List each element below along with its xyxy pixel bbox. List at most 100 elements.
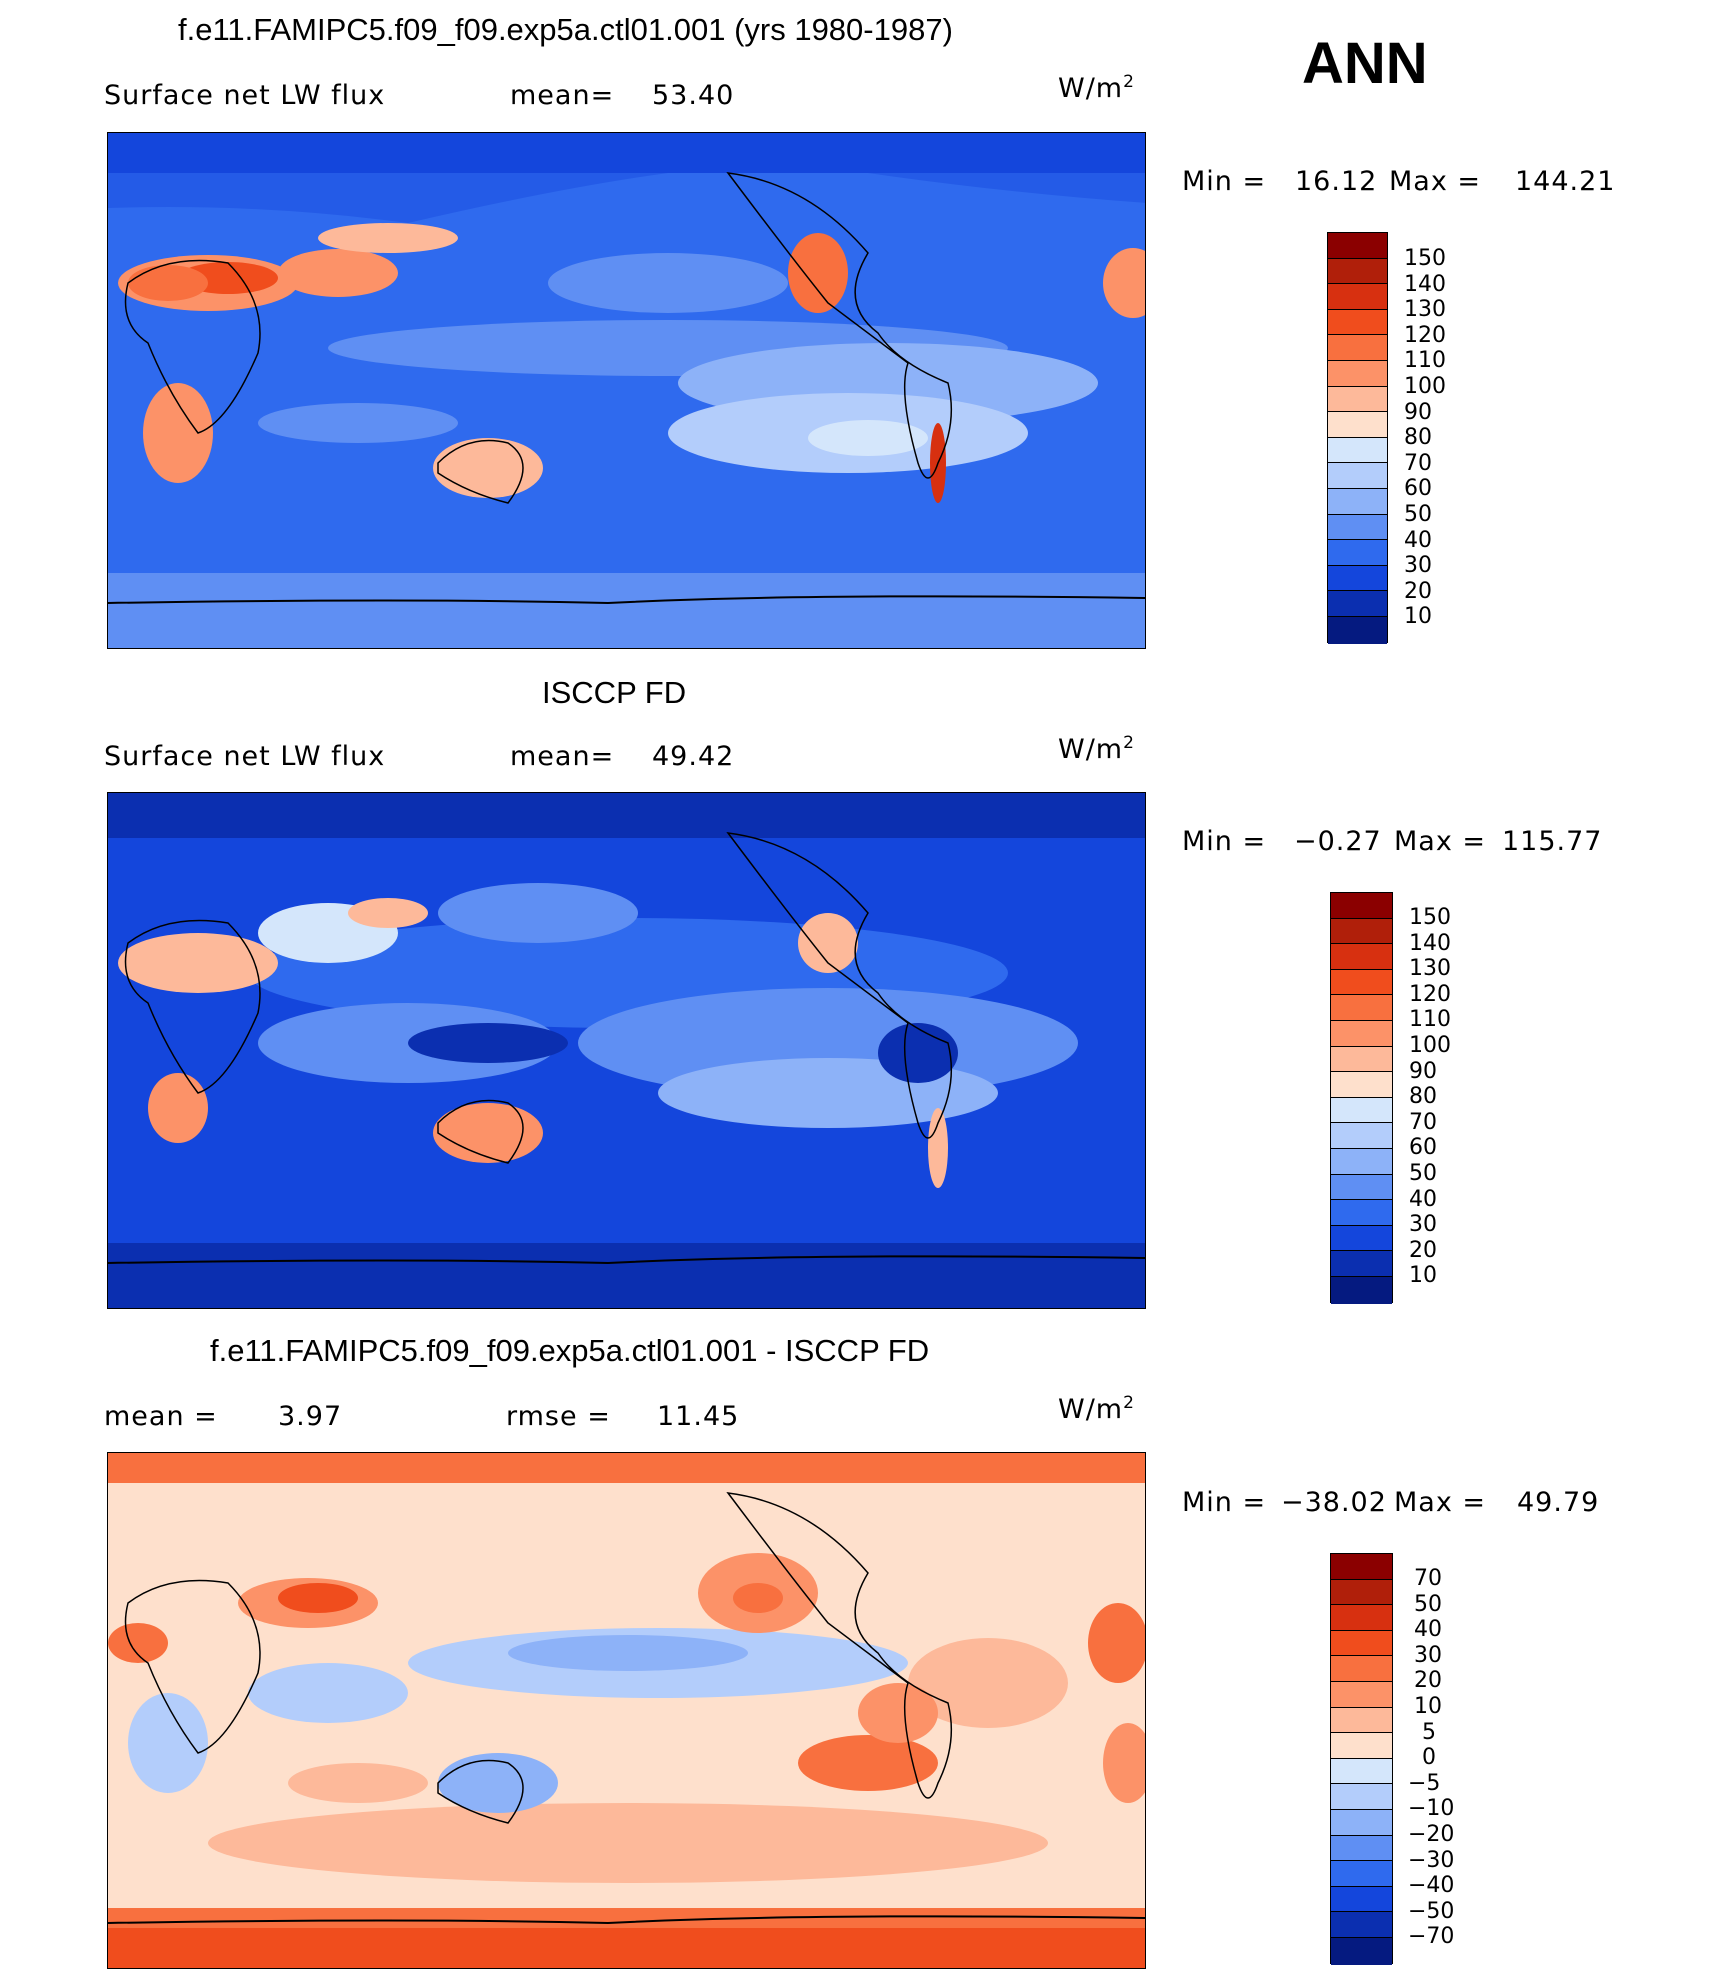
panel1-colorbar-label: 120 [1404, 323, 1446, 348]
panel2-colorbar-swatch [1331, 1047, 1392, 1072]
panel3-colorbar-swatch [1331, 1784, 1392, 1810]
panel3-colorbar-swatch [1331, 1887, 1392, 1912]
panel2-colorbar-label: 30 [1409, 1212, 1437, 1237]
panel3-colorbar-label: −70 [1408, 1924, 1455, 1949]
panel1-colorbar-swatch [1328, 361, 1387, 387]
panel2-colorbar-label: 100 [1409, 1033, 1451, 1058]
panel2-colorbar-label: 150 [1409, 905, 1451, 930]
panel1-colorbar-label: 150 [1404, 246, 1446, 271]
panel1-colorbar-swatch [1328, 540, 1387, 566]
panel1-colorbar-swatch [1328, 438, 1387, 463]
panel1-max-value: 144.21 [1515, 166, 1616, 197]
panel1-colorbar-swatch [1328, 591, 1387, 617]
panel2-colorbar-label: 120 [1409, 982, 1451, 1007]
panel2-variable: Surface net LW flux [104, 741, 386, 772]
panel1-colorbar-swatch [1328, 515, 1387, 540]
panel2-mean-value: 49.42 [652, 741, 735, 772]
panel2-colorbar-label: 40 [1409, 1187, 1437, 1212]
panel2-mean-label: mean= [510, 741, 615, 772]
panel3-colorbar-swatch [1331, 1759, 1392, 1784]
panel1-units: W/m2 [1058, 72, 1135, 104]
panel3-mean-label: mean = [104, 1401, 218, 1432]
panel1-colorbar-swatch [1328, 335, 1387, 361]
panel2-colorbar-swatch [1331, 944, 1392, 970]
panel3-mean-value: 3.97 [278, 1401, 343, 1432]
panel2-colorbar-swatch [1331, 1072, 1392, 1098]
panel1-colorbar-swatch [1328, 233, 1387, 259]
panel3-colorbar-swatch [1331, 1912, 1392, 1938]
panel3-colorbar-swatch [1331, 1810, 1392, 1836]
panel3-colorbar-swatch [1331, 1631, 1392, 1656]
panel1-colorbar-label: 60 [1404, 476, 1432, 501]
panel2-colorbar-label: 50 [1409, 1161, 1437, 1186]
panel3-colorbar-label: −5 [1408, 1771, 1441, 1796]
panel2-colorbar-swatch [1331, 1277, 1392, 1304]
panel1-colorbar-label: 30 [1404, 553, 1432, 578]
panel1-colorbar-swatch [1328, 387, 1387, 412]
panel2-min-label: Min = [1182, 826, 1267, 857]
panel1-colorbar-swatch [1328, 566, 1387, 591]
panel2-colorbar-label: 140 [1409, 931, 1451, 956]
panel3-colorbar-swatch [1331, 1861, 1392, 1887]
panel2-colorbar-label: 60 [1409, 1135, 1437, 1160]
panel1-colorbar [1327, 232, 1388, 644]
panel2-colorbar-label: 20 [1409, 1238, 1437, 1263]
panel3-colorbar-label: −50 [1408, 1899, 1455, 1924]
panel3-colorbar-label: 0 [1422, 1745, 1436, 1770]
panel1-mean-label: mean= [510, 80, 615, 111]
panel2-colorbar-swatch [1331, 1123, 1392, 1149]
panel3-min-value: −38.02 [1281, 1487, 1387, 1518]
panel1-colorbar-label: 110 [1404, 348, 1446, 373]
panel2-colorbar-label: 130 [1409, 956, 1451, 981]
panel2-colorbar-swatch [1331, 1021, 1392, 1047]
panel3-colorbar-label: 50 [1414, 1592, 1442, 1617]
panel3-colorbar-swatch [1331, 1682, 1392, 1708]
panel3-colorbar-label: −10 [1408, 1796, 1455, 1821]
panel3-rmse-label: rmse = [506, 1401, 611, 1432]
season-label: ANN [1302, 31, 1428, 96]
panel2-max-label: Max = [1394, 826, 1487, 857]
panel1-colorbar-swatch [1328, 617, 1387, 644]
panel1-colorbar-label: 70 [1404, 451, 1432, 476]
panel2-colorbar-label: 10 [1409, 1263, 1437, 1288]
panel3-max-label: Max = [1394, 1487, 1487, 1518]
panel2-colorbar-swatch [1331, 1251, 1392, 1277]
panel3-colorbar-swatch [1331, 1605, 1392, 1631]
panel2-colorbar-label: 80 [1409, 1084, 1437, 1109]
panel1-mean-value: 53.40 [652, 80, 735, 111]
panel2-map [107, 792, 1146, 1309]
panel1-colorbar-swatch [1328, 489, 1387, 515]
panel1-colorbar-swatch [1328, 284, 1387, 310]
panel2-units: W/m2 [1058, 733, 1135, 765]
panel2-colorbar-swatch [1331, 970, 1392, 995]
panel3-units: W/m2 [1058, 1393, 1135, 1425]
panel3-colorbar-swatch [1331, 1733, 1392, 1759]
panel1-colorbar-label: 90 [1404, 400, 1432, 425]
panel2-colorbar-swatch [1331, 919, 1392, 944]
panel2-max-value: 115.77 [1502, 826, 1603, 857]
panel3-title: f.e11.FAMIPC5.f09_f09.exp5a.ctl01.001 - … [210, 1333, 930, 1368]
panel1-colorbar-swatch [1328, 412, 1387, 438]
panel3-colorbar-label: 30 [1414, 1643, 1442, 1668]
panel1-variable: Surface net LW flux [104, 80, 386, 111]
panel1-title: f.e11.FAMIPC5.f09_f09.exp5a.ctl01.001 (y… [178, 12, 953, 47]
panel2-colorbar-swatch [1331, 1226, 1392, 1251]
panel1-max-label: Max = [1389, 166, 1482, 197]
panel1-colorbar-label: 20 [1404, 579, 1432, 604]
panel2-colorbar-label: 70 [1409, 1110, 1437, 1135]
panel1-colorbar-swatch [1328, 463, 1387, 489]
panel3-colorbar-swatch [1331, 1708, 1392, 1733]
panel3-colorbar [1330, 1553, 1393, 1965]
panel3-colorbar-label: −20 [1408, 1822, 1455, 1847]
panel1-colorbar-label: 140 [1404, 272, 1446, 297]
panel3-colorbar-swatch [1331, 1938, 1392, 1965]
panel1-min-label: Min = [1182, 166, 1267, 197]
panel1-colorbar-swatch [1328, 310, 1387, 335]
panel3-colorbar-label: 10 [1414, 1694, 1442, 1719]
panel1-colorbar-swatch [1328, 259, 1387, 284]
panel2-title: ISCCP FD [542, 675, 687, 710]
panel3-colorbar-swatch [1331, 1836, 1392, 1861]
panel3-colorbar-label: 5 [1422, 1720, 1436, 1745]
panel1-min-value: 16.12 [1295, 166, 1378, 197]
panel2-min-value: −0.27 [1294, 826, 1382, 857]
